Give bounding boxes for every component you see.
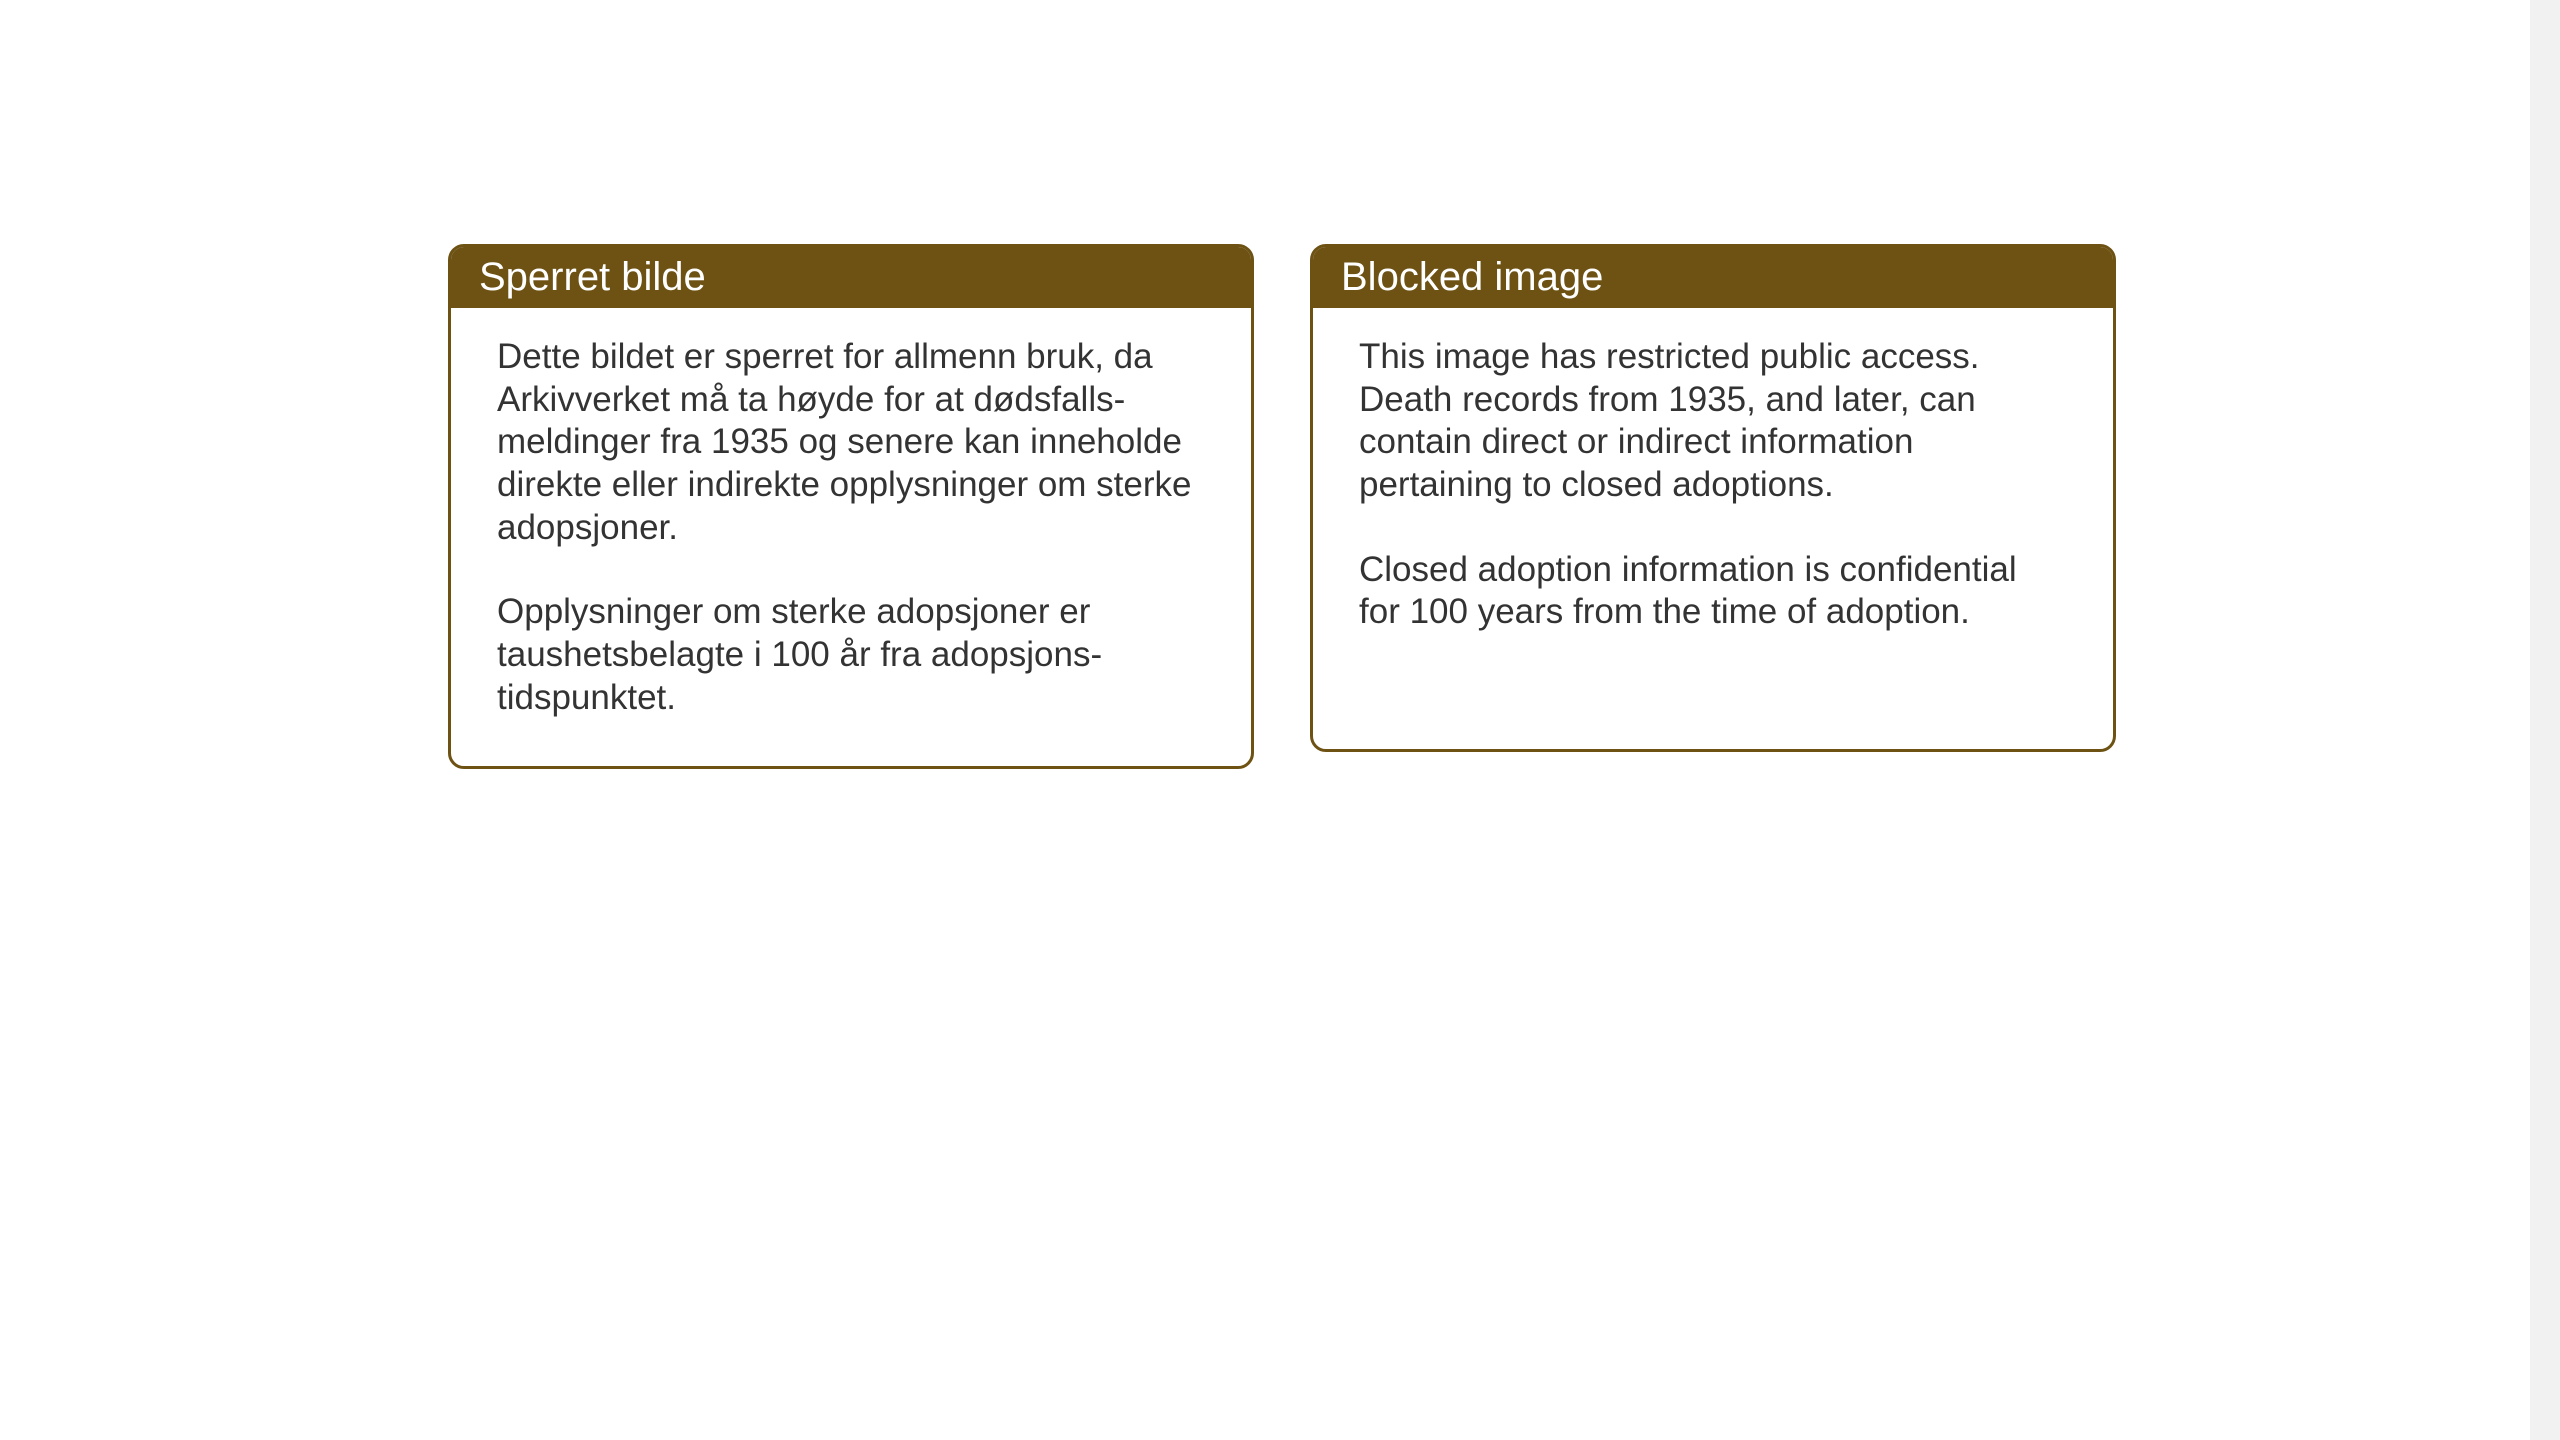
notice-box-english: Blocked image This image has restricted …	[1310, 244, 2116, 752]
notice-paragraph-1-norwegian: Dette bildet er sperret for allmenn bruk…	[497, 336, 1205, 549]
notice-header-english: Blocked image	[1313, 247, 2113, 308]
notice-body-norwegian: Dette bildet er sperret for allmenn bruk…	[451, 308, 1251, 766]
notices-container: Sperret bilde Dette bildet er sperret fo…	[448, 244, 2116, 769]
notice-paragraph-1-english: This image has restricted public access.…	[1359, 336, 2067, 507]
notice-paragraph-2-english: Closed adoption information is confident…	[1359, 549, 2067, 634]
scrollbar-track[interactable]	[2530, 0, 2560, 1440]
notice-paragraph-2-norwegian: Opplysninger om sterke adopsjoner er tau…	[497, 591, 1205, 719]
notice-box-norwegian: Sperret bilde Dette bildet er sperret fo…	[448, 244, 1254, 769]
notice-header-norwegian: Sperret bilde	[451, 247, 1251, 308]
notice-body-english: This image has restricted public access.…	[1313, 308, 2113, 680]
